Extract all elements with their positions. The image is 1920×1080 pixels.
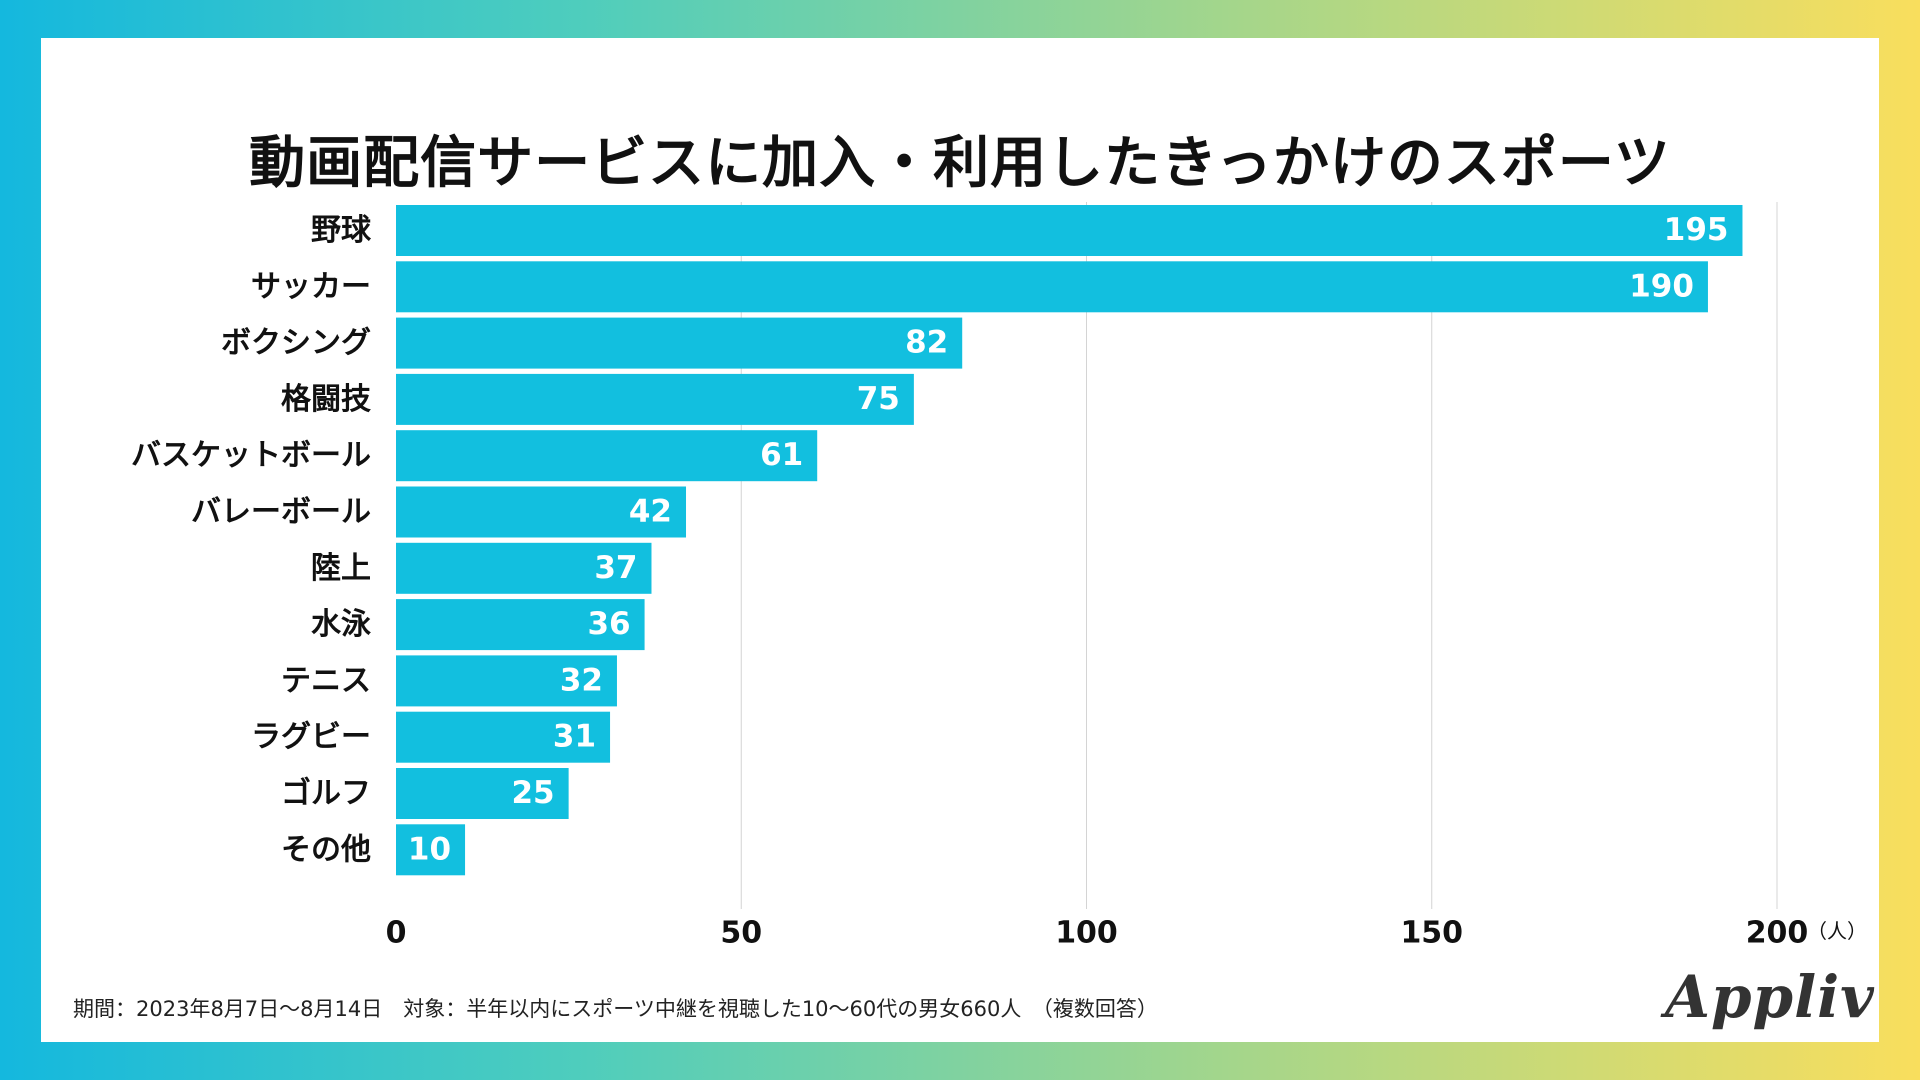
- category-label: 野球: [311, 213, 372, 248]
- category-label: 格闘技: [281, 382, 371, 417]
- x-tick-label: 50: [720, 916, 762, 951]
- bar: [396, 373, 914, 425]
- bar-value-label: 195: [1664, 212, 1729, 248]
- bar: [396, 261, 1708, 313]
- bar: [396, 542, 652, 594]
- bar-value-label: 82: [905, 325, 948, 361]
- bar: [396, 599, 645, 651]
- category-label: 陸上: [311, 551, 371, 586]
- chart-card: 動画配信サービスに加入・利用したきっかけのスポーツ 195 野球 190 サッカー 82…: [41, 38, 1879, 1042]
- bar-value-label: 42: [629, 494, 672, 530]
- x-tick-label: 200: [1746, 916, 1809, 951]
- x-tick-label: 100: [1055, 916, 1118, 951]
- category-label: バレーボール: [191, 495, 371, 530]
- bar-value-label: 31: [553, 719, 596, 755]
- bar: [396, 711, 611, 763]
- bar-value-label: 75: [857, 381, 900, 417]
- bar-value-label: 190: [1629, 268, 1694, 304]
- category-label: サッカー: [251, 269, 371, 304]
- bar-value-label: 10: [408, 831, 451, 867]
- bar: [396, 205, 1743, 256]
- bar: [396, 824, 466, 876]
- category-label: ラグビー: [251, 720, 371, 755]
- category-label: ボクシング: [221, 326, 371, 361]
- bar: [396, 768, 569, 819]
- category-label: バスケットボール: [131, 438, 371, 473]
- brand-logo: Appliv: [1665, 963, 1875, 1031]
- x-tick-label: 150: [1400, 916, 1463, 951]
- category-label: ゴルフ: [281, 776, 371, 811]
- bar: [396, 317, 963, 369]
- bar: [396, 655, 617, 707]
- x-axis-unit-label: （人）: [1807, 919, 1867, 943]
- category-label: 水泳: [311, 607, 371, 642]
- bar-value-label: 25: [511, 775, 554, 811]
- category-label: その他: [281, 832, 371, 867]
- bar-value-label: 61: [760, 437, 803, 473]
- chart-title: 動画配信サービスに加入・利用したきっかけのスポーツ: [249, 131, 1671, 196]
- x-tick-label: 0: [386, 916, 407, 951]
- bar-value-label: 32: [560, 662, 603, 698]
- bar: [396, 486, 687, 538]
- bar-value-label: 37: [594, 550, 637, 586]
- footnote: 期間：2023年8月7日〜8月14日 対象：半年以内にスポーツ中継を視聴した10…: [73, 997, 1158, 1021]
- bar-chart: 195 野球 190 サッカー 82 ボクシング 75 格闘技 61 バスケットボール 42 バレーボ…: [131, 202, 1867, 951]
- bar: [396, 430, 818, 482]
- bar-value-label: 36: [587, 606, 630, 642]
- category-label: テニス: [281, 663, 371, 698]
